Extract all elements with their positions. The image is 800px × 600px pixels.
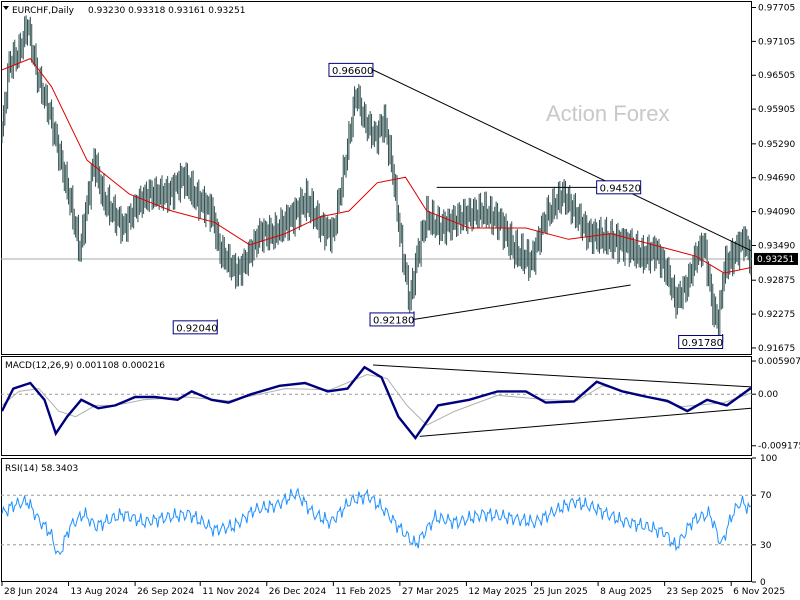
moving-average-line (1, 57, 752, 274)
macd-lines (0, 365, 752, 441)
price-axis-label: 0.92875 (758, 276, 795, 286)
date-axis-label: 11 Feb 2025 (335, 587, 391, 597)
price-axis-label: 0.95290 (758, 140, 795, 150)
price-axis-label: 0.91675 (758, 344, 795, 354)
date-axis-label: 26 Sep 2024 (137, 587, 194, 597)
current-price-value: 0.93251 (757, 255, 794, 265)
price-axis-label: 0.95905 (758, 105, 795, 115)
rsi-axis-label: 70 (760, 491, 772, 501)
date-axis-label: 8 Aug 2025 (600, 587, 652, 597)
macd-axis-label: 0.00 (758, 390, 778, 400)
macd-signal-line (1, 373, 752, 426)
price-trendlines (372, 69, 752, 320)
rsi-label: RSI(14) 58.3403 (5, 464, 78, 474)
price-trendline (413, 284, 631, 320)
date-axis: 28 Jun 2024 13 Aug 2024 26 Sep 2024 11 Nov … (1, 582, 785, 597)
rsi-axis-label: 30 (760, 541, 772, 551)
date-axis-label: 25 Jun 2025 (534, 587, 588, 597)
price-annotations: 0.96600 0.94520 0.92040 0.92180 0.91780 (172, 62, 724, 350)
price-panel-frame (1, 1, 752, 355)
date-axis-label: 11 Nov 2024 (202, 587, 260, 597)
price-axis-label: 0.97705 (758, 3, 795, 13)
rsi-line (1, 487, 752, 556)
annotation-label: 0.96600 (332, 66, 373, 77)
rsi-gridlines (1, 494, 752, 546)
annotation-label: 0.92040 (176, 323, 217, 334)
price-trendline (372, 69, 752, 252)
chart-header: EURCHF,Daily 0.93230 0.93318 0.93161 0.9… (3, 6, 245, 16)
macd-trendline (419, 407, 752, 437)
collapse-triangle-icon (3, 6, 9, 10)
price-axis-label: 0.92275 (758, 310, 795, 320)
annotation-label: 0.91780 (682, 338, 723, 349)
macd-axis-label: 0.005907 (758, 357, 800, 367)
date-axis-label: 27 Mar 2025 (402, 587, 459, 597)
date-axis-label: 13 Aug 2024 (71, 587, 129, 597)
symbol-title: EURCHF,Daily (12, 6, 75, 16)
annotation-box (369, 312, 415, 327)
date-axis-label: 23 Sep 2025 (667, 587, 724, 597)
moving-average (1, 57, 752, 274)
date-axis-label: 26 Dec 2024 (269, 587, 327, 597)
macd-label: MACD(12,26,9) 0.001108 0.000216 (5, 361, 165, 371)
macd-trendline (372, 364, 752, 388)
price-axis-label: 0.96505 (758, 71, 795, 81)
watermark-text: Action Forex (546, 101, 670, 126)
macd-trendlines (372, 364, 752, 437)
panel-frames (1, 1, 752, 582)
macd-main-line (0, 365, 752, 441)
price-axis-label: 0.97105 (758, 37, 795, 47)
price-bars (1, 15, 752, 344)
macd-axis-label: -0.009175 (758, 442, 800, 452)
current-price-tag (754, 252, 798, 265)
annotation-box (678, 335, 724, 350)
rsi-line-path (1, 487, 752, 556)
annotation-box (172, 320, 218, 335)
rsi-axis: 100 70 30 0 (752, 454, 777, 588)
date-axis-label: 6 Nov 2025 (733, 587, 785, 597)
price-axis-label: 0.93490 (758, 241, 795, 251)
rsi-panel-frame (1, 458, 752, 582)
price-axis-label: 0.94690 (758, 174, 795, 184)
price-axis-label: 0.94090 (758, 208, 795, 218)
annotation-box (328, 62, 374, 77)
annotation-box (596, 180, 642, 195)
ohlc-values: 0.93230 0.93318 0.93161 0.93251 (88, 6, 245, 16)
price-axis: 0.97705 0.97105 0.96505 0.95905 0.95290 0.946… (752, 3, 798, 354)
date-axis-label: 28 Jun 2024 (4, 587, 58, 597)
rsi-axis-label: 100 (760, 454, 777, 464)
date-axis-label: 12 May 2025 (468, 587, 527, 597)
annotation-label: 0.94520 (600, 183, 641, 194)
macd-axis: 0.005907 0.00 -0.009175 (752, 357, 800, 452)
rsi-axis-label: 0 (760, 578, 766, 588)
annotation-label: 0.92180 (373, 315, 414, 326)
macd-panel-frame (1, 356, 752, 456)
